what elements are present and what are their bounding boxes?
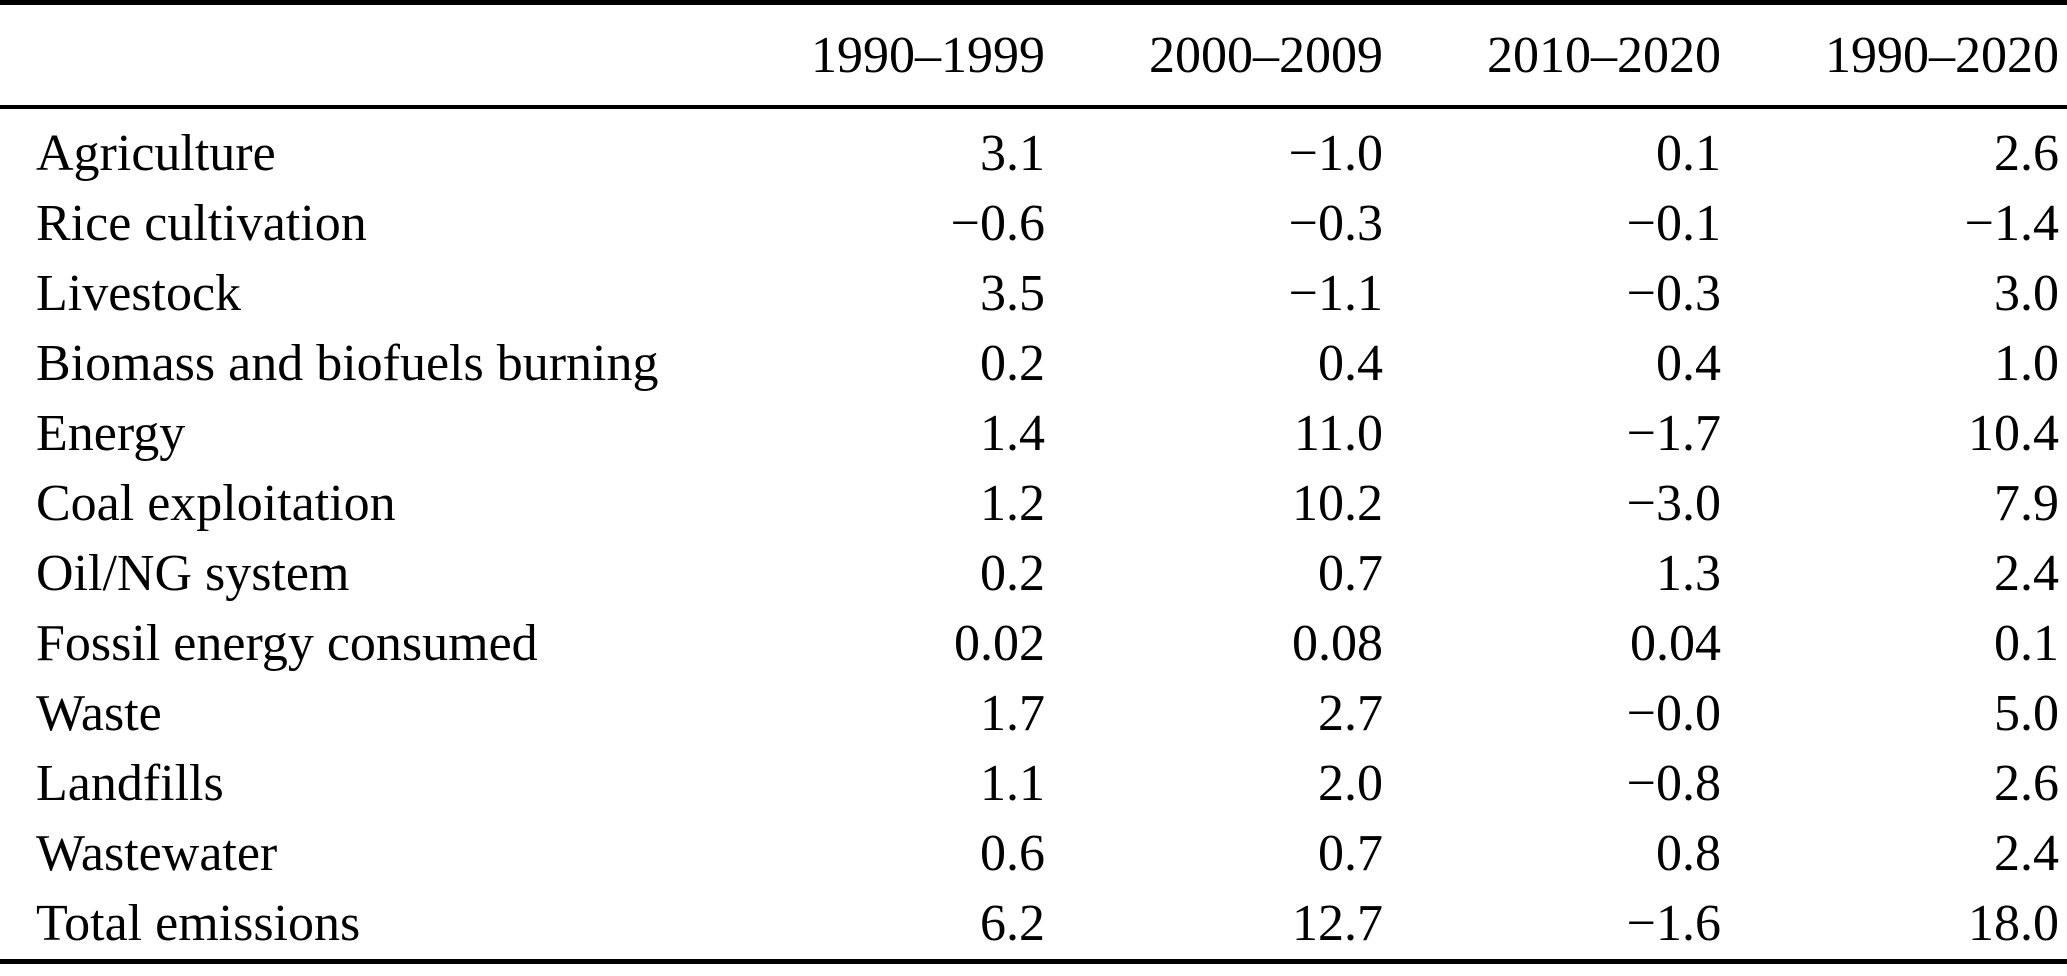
value-cell: 11.0: [1293, 405, 1383, 462]
value-cell: −1.4: [1964, 195, 2059, 252]
table-row: Waste 1.7 2.7 −0.0 5.0: [0, 679, 2067, 749]
value-cell: −0.8: [1626, 755, 1721, 812]
value-cell: 2.6: [1994, 755, 2059, 812]
value-cell: 0.04: [1630, 615, 1721, 672]
table-row: Biomass and biofuels burning 0.2 0.4 0.4 1.0: [0, 329, 2067, 399]
top-rule: [0, 0, 2067, 5]
table-row: Rice cultivation −0.6 −0.3 −0.1 −1.4: [0, 189, 2067, 259]
value-cell: 0.7: [1318, 545, 1383, 602]
row-label: Coal exploitation: [36, 475, 396, 532]
table-body: Agriculture 3.1 −1.0 0.1 2.6 Rice cultivation…: [0, 107, 2067, 959]
value-cell: 0.6: [980, 825, 1045, 882]
row-label: Total emissions: [36, 895, 361, 952]
row-label: Landfills: [36, 755, 224, 812]
value-cell: 0.8: [1656, 825, 1721, 882]
value-cell: 2.7: [1318, 685, 1383, 742]
value-cell: −0.1: [1626, 195, 1721, 252]
table-header: 1990–1999 2000–2009 2010–2020 1990–2020: [0, 5, 2067, 109]
value-cell: 1.7: [980, 685, 1045, 742]
row-label: Agriculture: [36, 125, 276, 182]
value-cell: 0.08: [1292, 615, 1383, 672]
table-row: Agriculture 3.1 −1.0 0.1 2.6: [0, 119, 2067, 189]
value-cell: 0.1: [1656, 125, 1721, 182]
corner-cell: [0, 5, 715, 109]
value-cell: −1.6: [1626, 895, 1721, 952]
value-cell: −0.3: [1626, 265, 1721, 322]
value-cell: 1.3: [1656, 545, 1721, 602]
table-row: Coal exploitation 1.2 10.2 −3.0 7.9: [0, 469, 2067, 539]
value-cell: 0.1: [1994, 615, 2059, 672]
value-cell: −0.3: [1288, 195, 1383, 252]
value-cell: 3.0: [1994, 265, 2059, 322]
value-cell: 2.4: [1994, 825, 2059, 882]
value-cell: 10.2: [1292, 475, 1383, 532]
table-row: Total emissions 6.2 12.7 −1.6 18.0: [0, 889, 2067, 959]
value-cell: 2.4: [1994, 545, 2059, 602]
value-cell: −3.0: [1626, 475, 1721, 532]
value-cell: −0.6: [950, 195, 1045, 252]
bottom-rule: [0, 959, 2067, 964]
value-cell: 0.4: [1656, 335, 1721, 392]
value-cell: 7.9: [1994, 475, 2059, 532]
value-cell: 2.6: [1994, 125, 2059, 182]
value-cell: 3.1: [980, 125, 1045, 182]
row-label: Energy: [36, 405, 186, 462]
value-cell: −1.1: [1288, 265, 1383, 322]
column-header-period-1: 1990–1999: [715, 5, 1053, 109]
value-cell: 1.0: [1994, 335, 2059, 392]
value-cell: 3.5: [980, 265, 1045, 322]
row-label: Livestock: [36, 265, 242, 322]
value-cell: −1.0: [1288, 125, 1383, 182]
row-label: Oil/NG system: [36, 545, 350, 602]
value-cell: 1.4: [980, 405, 1045, 462]
value-cell: 0.7: [1318, 825, 1383, 882]
column-header-period-4: 1990–2020: [1729, 5, 2067, 109]
row-label: Fossil energy consumed: [36, 615, 538, 672]
table-row: Wastewater 0.6 0.7 0.8 2.4: [0, 819, 2067, 889]
column-header-period-3: 2010–2020: [1391, 5, 1729, 109]
header-row: 1990–1999 2000–2009 2010–2020 1990–2020: [0, 5, 2067, 109]
row-label: Wastewater: [36, 825, 278, 882]
value-cell: 2.0: [1318, 755, 1383, 812]
table-row: Fossil energy consumed 0.02 0.08 0.04 0.1: [0, 609, 2067, 679]
value-cell: −1.7: [1626, 405, 1721, 462]
value-cell: 18.0: [1968, 895, 2059, 952]
value-cell: −0.0: [1626, 685, 1721, 742]
row-label: Waste: [36, 685, 162, 742]
value-cell: 0.02: [954, 615, 1045, 672]
value-cell: 6.2: [980, 895, 1045, 952]
value-cell: 0.4: [1318, 335, 1383, 392]
row-label: Biomass and biofuels burning: [36, 335, 659, 392]
table-row: Livestock 3.5 −1.1 −0.3 3.0: [0, 259, 2067, 329]
value-cell: 10.4: [1968, 405, 2059, 462]
value-cell: 0.2: [980, 335, 1045, 392]
table-row: Landfills 1.1 2.0 −0.8 2.6: [0, 749, 2067, 819]
emissions-trend-table: 1990–1999 2000–2009 2010–2020 1990–2020 …: [0, 5, 2067, 959]
table-row: Oil/NG system 0.2 0.7 1.3 2.4: [0, 539, 2067, 609]
value-cell: 0.2: [980, 545, 1045, 602]
value-cell: 5.0: [1994, 685, 2059, 742]
column-header-period-2: 2000–2009: [1053, 5, 1391, 109]
value-cell: 1.1: [980, 755, 1045, 812]
row-label: Rice cultivation: [36, 195, 367, 252]
value-cell: 12.7: [1292, 895, 1383, 952]
table-row: Energy 1.4 11.0 −1.7 10.4: [0, 399, 2067, 469]
value-cell: 1.2: [980, 475, 1045, 532]
